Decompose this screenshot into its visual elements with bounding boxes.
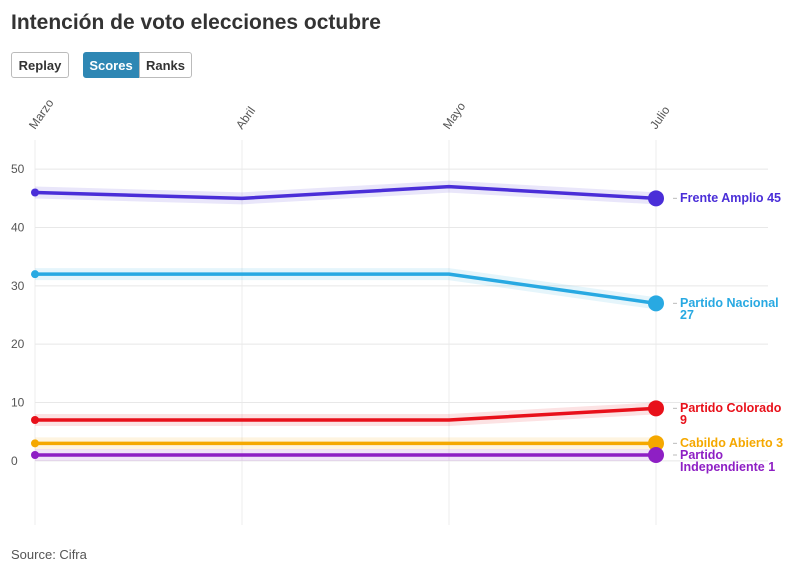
y-tick-label: 30 bbox=[11, 279, 25, 293]
series-label: Cabildo Abierto 3 bbox=[680, 436, 790, 451]
series-value-label: 45 bbox=[767, 191, 781, 206]
series-line bbox=[35, 406, 657, 422]
series-value-label: 27 bbox=[680, 308, 694, 323]
series-name: Partido Colorado bbox=[680, 401, 782, 416]
series-name: Frente Amplio bbox=[680, 191, 764, 206]
series-label: Partido Colorado 9 bbox=[680, 401, 790, 428]
x-tick-label: Abril bbox=[233, 104, 258, 132]
replay-button[interactable]: Replay bbox=[11, 52, 69, 78]
end-point bbox=[648, 190, 664, 207]
series-value-label: 3 bbox=[776, 436, 784, 451]
y-tick-label: 40 bbox=[11, 221, 25, 235]
y-tick-label: 20 bbox=[11, 337, 25, 351]
y-tick-label: 10 bbox=[11, 396, 25, 410]
series-line bbox=[35, 272, 657, 306]
start-point bbox=[31, 451, 39, 459]
end-point bbox=[648, 295, 664, 312]
series-label: Frente Amplio 45 bbox=[680, 191, 790, 206]
source: Source: Cifra bbox=[11, 547, 87, 562]
start-point bbox=[31, 270, 39, 279]
chart-title: Intención de voto elecciones octubre bbox=[11, 11, 381, 34]
end-point bbox=[648, 400, 664, 417]
series-label: Partido Independiente 1 bbox=[680, 448, 790, 474]
series-name: Partido Nacional bbox=[680, 296, 779, 311]
x-tick-label: Marzo bbox=[26, 96, 57, 132]
series-value-label: 9 bbox=[680, 413, 687, 428]
end-point bbox=[648, 435, 664, 452]
series-value-label: 1 bbox=[768, 460, 776, 474]
start-point bbox=[31, 416, 39, 424]
start-point bbox=[31, 439, 39, 448]
start-point bbox=[31, 188, 39, 197]
x-tick-label: Julio bbox=[647, 103, 673, 132]
series-line bbox=[34, 184, 657, 201]
series-name: Partido Independiente bbox=[680, 448, 765, 474]
x-tick-label: Mayo bbox=[440, 99, 468, 131]
scores-button[interactable]: Scores bbox=[83, 52, 139, 78]
series-name: Cabildo Abierto bbox=[680, 436, 773, 451]
end-point bbox=[648, 447, 664, 463]
ranks-button[interactable]: Ranks bbox=[139, 52, 192, 78]
y-tick-label: 0 bbox=[11, 454, 18, 468]
series-label: Partido Nacional 27 bbox=[680, 296, 790, 323]
y-tick-label: 50 bbox=[11, 162, 25, 176]
